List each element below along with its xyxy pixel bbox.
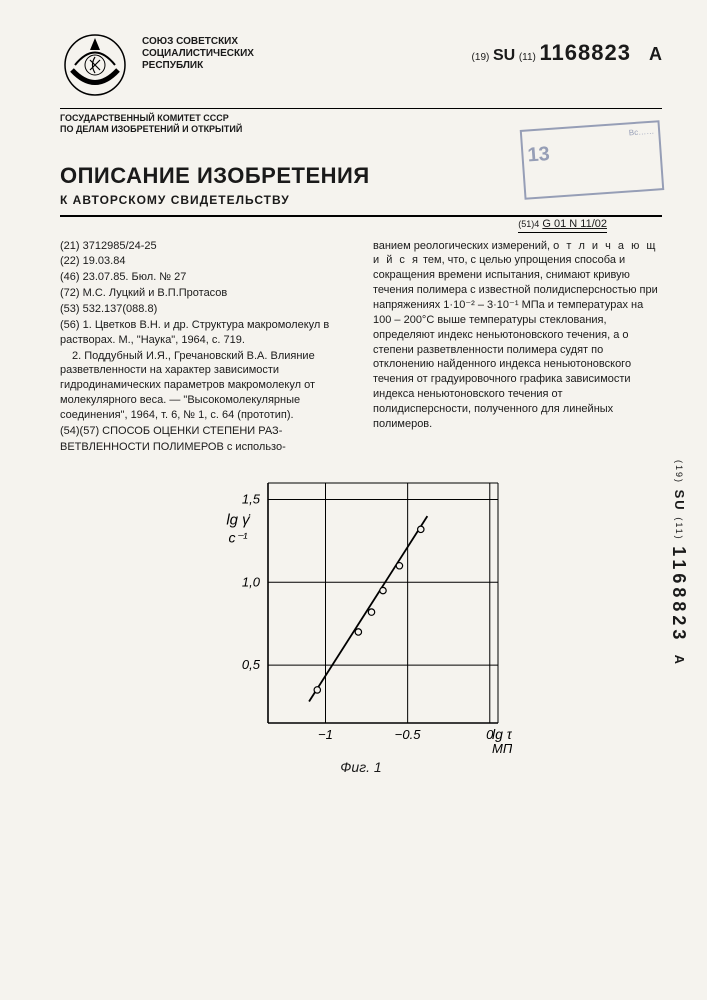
ussr-emblem-icon [60, 30, 130, 100]
field-21: (21) 3712985/24-25 [60, 239, 349, 254]
svg-text:0,5: 0,5 [242, 657, 261, 672]
svg-text:1,5: 1,5 [242, 492, 261, 507]
right-column: ванием реологических измерений, о т л и … [373, 239, 662, 456]
registration-stamp: Вс…… 13 [520, 120, 665, 200]
field-56-2: 2. Поддубный И.Я., Гречановский В.А. Вли… [60, 349, 349, 423]
figure-1: −1−0.500,51,01,5lg γ̇c⁻¹lg τМПа Фиг. 1 [191, 473, 531, 775]
svg-text:МПа: МПа [492, 741, 512, 756]
svg-text:1,0: 1,0 [242, 575, 261, 590]
svg-text:c⁻¹: c⁻¹ [228, 530, 247, 546]
figure-label: Фиг. 1 [191, 759, 531, 775]
classification: (51)4 G 01 N 11/02 [518, 218, 607, 233]
svg-text:−1: −1 [318, 727, 333, 742]
field-22: (22) 19.03.84 [60, 254, 349, 269]
field-72: (72) М.С. Луцкий и В.П.Протасов [60, 286, 349, 301]
field-46: (46) 23.07.85. Бюл. № 27 [60, 270, 349, 285]
svg-text:lg γ̇: lg γ̇ [226, 512, 251, 529]
svg-text:−0.5: −0.5 [395, 727, 421, 742]
class-prefix: (51)4 [518, 219, 539, 229]
flow-curve-chart: −1−0.500,51,01,5lg γ̇c⁻¹lg τМПа [210, 473, 512, 757]
left-column: (21) 3712985/24-25 (22) 19.03.84 (46) 23… [60, 239, 349, 456]
field-54-57b: ВЕТВЛЕННОСТИ ПОЛИМЕРОВ с использо- [60, 440, 349, 455]
pub-prefix: (19) [472, 52, 490, 63]
body-columns: (21) 3712985/24-25 (22) 19.03.84 (46) 23… [60, 239, 662, 456]
pub-country: SU [493, 47, 515, 64]
abstract: ванием реологических измерений, о т л и … [373, 239, 662, 432]
divider [60, 108, 662, 109]
side-publication-code: (19) SU (11) 1168823 A [668, 460, 689, 666]
field-54-57a: (54)(57) СПОСОБ ОЦЕНКИ СТЕПЕНИ РАЗ- [60, 424, 349, 439]
publication-number: (19) SU (11) 1168823 A [472, 40, 662, 66]
pub-suffix: A [649, 44, 662, 64]
svg-text:lg τ: lg τ [492, 726, 512, 742]
pub-number: 1168823 [540, 40, 631, 65]
field-53: (53) 532.137(088.8) [60, 302, 349, 317]
field-56-1: (56) 1. Цветков В.Н. и др. Структура мак… [60, 318, 349, 348]
class-code: G 01 N 11/02 [542, 218, 607, 230]
pub-mid: (11) [519, 52, 536, 63]
